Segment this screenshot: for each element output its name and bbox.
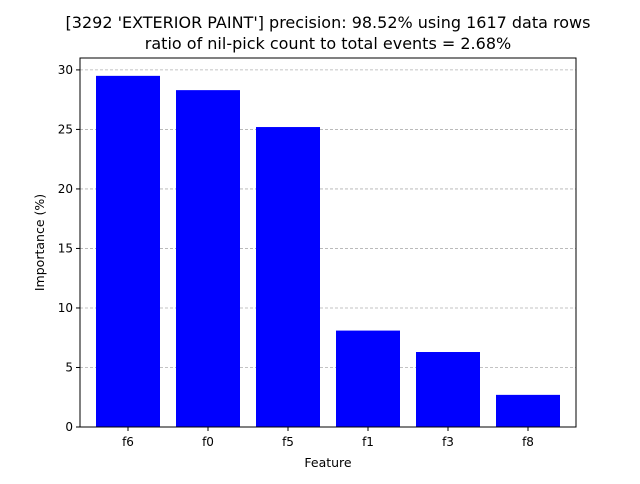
- x-tick-label: f5: [282, 435, 294, 449]
- bar-f1: [336, 330, 400, 427]
- chart-title-line-1: [3292 'EXTERIOR PAINT'] precision: 98.52…: [66, 13, 591, 32]
- x-tick-label: f8: [522, 435, 534, 449]
- bar-f8: [496, 394, 560, 427]
- x-axis-ticks: f6 f0 f5 f1 f3 f8: [122, 427, 534, 449]
- x-tick-label: f6: [122, 435, 134, 449]
- grid-lines: [80, 69, 576, 368]
- x-tick-label: f1: [362, 435, 374, 449]
- bar-f0: [176, 90, 240, 428]
- bars: [96, 75, 560, 428]
- plot-frame: [79, 57, 577, 428]
- y-tick-label: 0: [65, 420, 73, 434]
- y-axis-label: Importance (%): [32, 194, 47, 291]
- y-axis-ticks: 0 5 10 15 20 25 30: [58, 63, 80, 434]
- y-tick-label: 5: [65, 360, 73, 374]
- y-tick-label: 10: [58, 301, 73, 315]
- bar-f5: [256, 127, 320, 428]
- y-tick-label: 15: [58, 241, 73, 255]
- y-tick-label: 20: [58, 182, 73, 196]
- chart-title-line-2: ratio of nil-pick count to total events …: [145, 34, 511, 53]
- bar-f6: [96, 75, 160, 428]
- x-axis-label: Feature: [304, 455, 352, 470]
- y-tick-label: 25: [58, 122, 73, 136]
- x-tick-label: f0: [202, 435, 214, 449]
- bar-f3: [416, 352, 480, 427]
- y-tick-label: 30: [58, 63, 73, 77]
- x-tick-label: f3: [442, 435, 454, 449]
